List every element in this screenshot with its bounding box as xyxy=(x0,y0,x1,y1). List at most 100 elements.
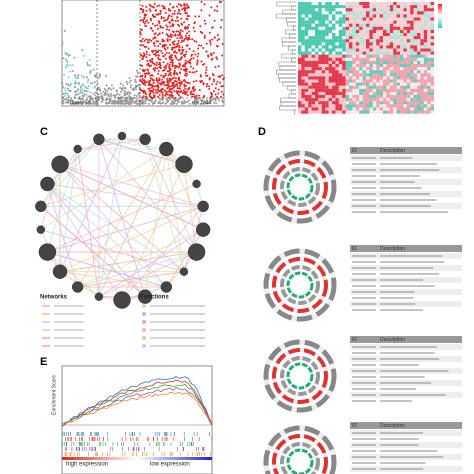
point xyxy=(148,54,151,57)
point xyxy=(203,34,206,37)
point xyxy=(72,102,75,105)
point xyxy=(176,5,178,8)
heat-cell xyxy=(301,101,305,105)
heat-cell xyxy=(369,107,373,111)
heat-cell xyxy=(345,39,350,43)
heat-cell xyxy=(396,36,401,40)
heat-cell xyxy=(301,51,305,55)
point xyxy=(159,98,162,100)
heat-cell xyxy=(413,8,418,12)
heat-cell xyxy=(393,26,397,30)
heat-cell xyxy=(362,98,367,102)
point xyxy=(140,28,143,31)
heat-cell xyxy=(362,91,367,96)
gene-node xyxy=(38,243,57,261)
heat-cell xyxy=(345,88,350,92)
heat-cell xyxy=(396,48,401,52)
edge xyxy=(47,251,167,288)
heat-cell xyxy=(372,110,377,114)
point xyxy=(163,66,166,68)
heat-cell xyxy=(400,48,404,52)
heat-cell xyxy=(423,57,428,61)
heat-cell xyxy=(376,33,380,37)
heat-cell xyxy=(396,17,401,21)
heat-cell xyxy=(318,64,322,68)
heat-cell xyxy=(427,73,431,77)
heat-cell xyxy=(355,17,360,21)
point xyxy=(129,86,132,89)
heat-cell xyxy=(376,20,380,24)
heat-cell xyxy=(359,95,363,99)
point xyxy=(92,68,95,71)
heat-cell xyxy=(345,36,350,40)
heat-cell xyxy=(396,57,401,61)
heat-cell xyxy=(328,82,333,86)
point xyxy=(179,96,182,99)
heat-cell xyxy=(338,2,343,6)
heat-cell xyxy=(311,110,316,114)
heat-cell xyxy=(417,110,421,114)
heat-cell xyxy=(332,76,336,80)
heat-cell xyxy=(393,101,397,105)
heat-cell xyxy=(396,73,401,77)
heat-cell xyxy=(359,42,363,46)
heat-cell xyxy=(400,39,404,43)
point xyxy=(74,85,77,88)
heat-cell xyxy=(311,17,316,21)
heat-cell xyxy=(383,8,387,12)
point xyxy=(221,85,224,88)
point xyxy=(171,24,174,26)
heat-cell xyxy=(349,33,353,37)
heat-cell xyxy=(420,11,424,15)
point xyxy=(156,5,159,8)
heat-cell xyxy=(420,54,424,58)
point xyxy=(184,27,187,30)
heat-cell xyxy=(386,60,390,65)
heat-cell xyxy=(369,51,373,55)
heat-cell xyxy=(335,98,339,102)
heat-cell xyxy=(417,88,421,92)
point xyxy=(211,73,214,76)
point xyxy=(86,64,89,67)
point xyxy=(135,97,138,100)
heat-cell xyxy=(298,85,302,89)
point xyxy=(194,15,197,18)
heat-cell xyxy=(362,39,367,43)
edge xyxy=(47,183,167,288)
heat-cell xyxy=(308,20,312,24)
point xyxy=(155,40,158,43)
heat-cell xyxy=(332,23,336,27)
heat-cell xyxy=(338,82,343,86)
heat-cell xyxy=(427,17,431,21)
heat-cell xyxy=(298,20,302,24)
heat-cell xyxy=(349,51,353,55)
heat-cell xyxy=(372,29,377,34)
heat-cell xyxy=(423,5,428,9)
heat-cell xyxy=(328,39,333,43)
point xyxy=(120,95,123,98)
point xyxy=(156,88,159,91)
heat-cell xyxy=(311,76,316,80)
heat-cell xyxy=(342,57,346,61)
heat-cell xyxy=(417,82,421,86)
heat-cell xyxy=(427,95,431,99)
heat-cell xyxy=(301,26,305,30)
heat-cell xyxy=(318,5,322,9)
heat-cell xyxy=(369,67,373,71)
heat-cell xyxy=(362,51,367,55)
point xyxy=(118,93,121,96)
point xyxy=(169,9,172,12)
heat-cell xyxy=(362,64,367,68)
heat-cell xyxy=(321,8,326,12)
heat-cell xyxy=(366,2,370,6)
point xyxy=(197,100,200,103)
point xyxy=(194,88,197,91)
heat-cell xyxy=(386,82,390,86)
point xyxy=(157,70,160,72)
point xyxy=(97,95,100,98)
heat-cell xyxy=(386,39,390,43)
point xyxy=(220,85,223,88)
heat-cell xyxy=(423,104,428,108)
heat-cell xyxy=(386,42,390,46)
point xyxy=(81,101,84,103)
